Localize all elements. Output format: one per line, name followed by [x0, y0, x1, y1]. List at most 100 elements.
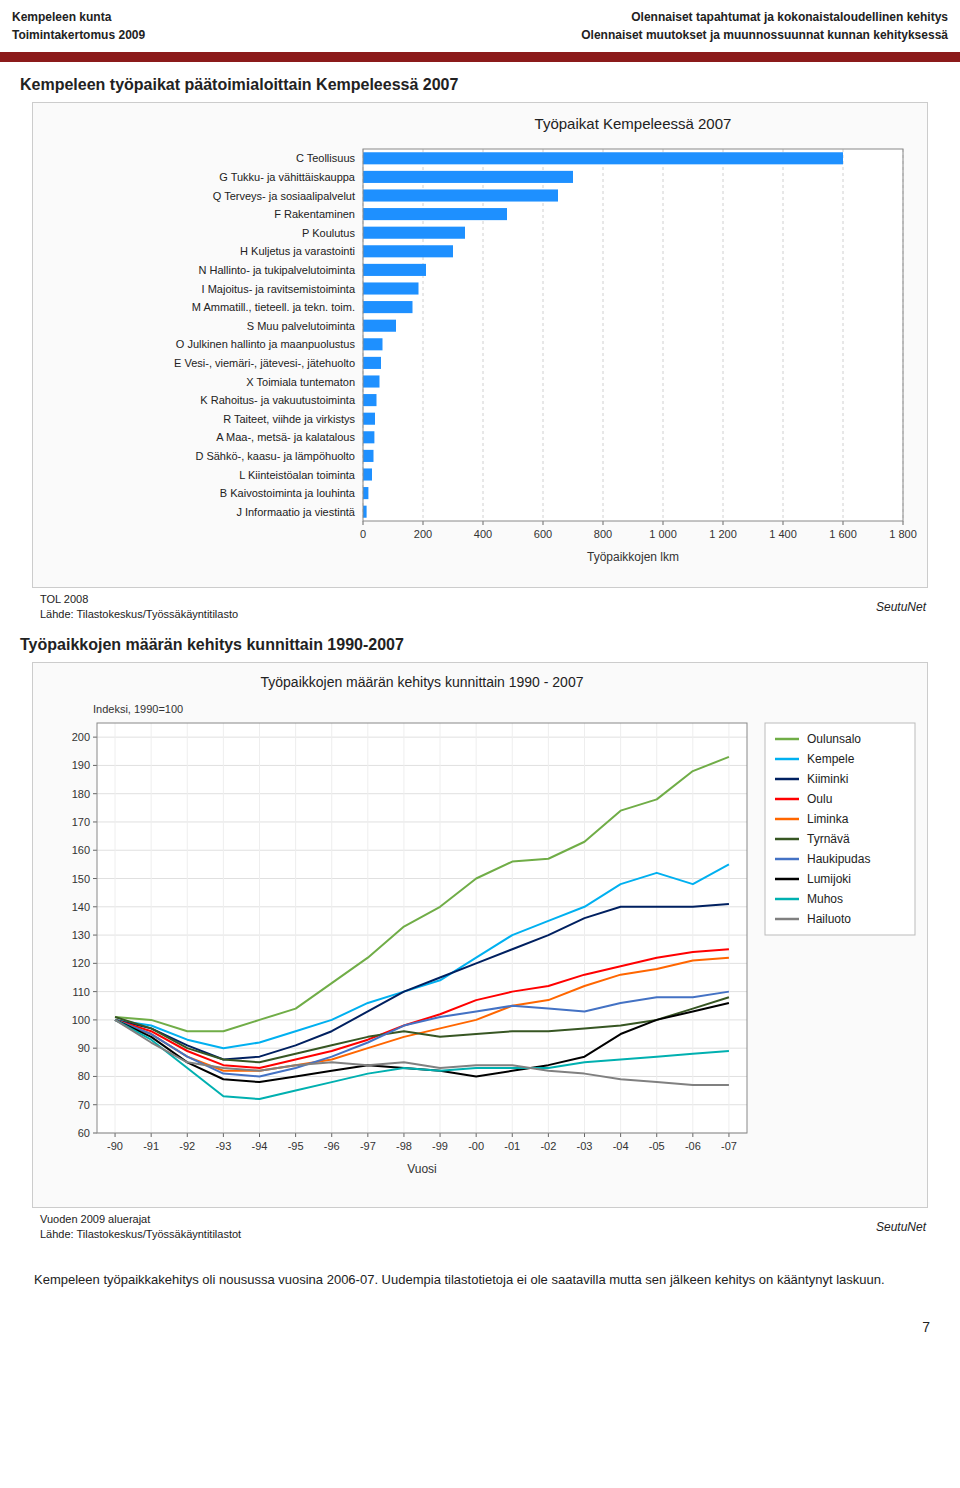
- grid-line: [97, 1076, 747, 1077]
- tick-mark: [476, 1133, 477, 1137]
- tick-label: 800: [594, 528, 612, 540]
- category-label: A Maa-, metsä- ja kalatalous: [216, 431, 355, 443]
- tick-mark: [93, 906, 97, 907]
- grid-line: [663, 149, 664, 521]
- series-line: [115, 997, 729, 1062]
- plot-background: [363, 149, 903, 521]
- legend-swatch: [775, 758, 799, 761]
- category-label: M Ammatill., tieteell. ja tekn. toim.: [192, 301, 355, 313]
- category-label: S Muu palvelutoiminta: [247, 320, 356, 332]
- plot-frame: [363, 149, 903, 521]
- tick-mark: [903, 521, 904, 525]
- tick-label: -90: [107, 1140, 123, 1152]
- category-label: F Rakentaminen: [274, 208, 355, 220]
- tick-label: 180: [72, 788, 90, 800]
- category-label: N Hallinto- ja tukipalvelutoiminta: [198, 264, 355, 276]
- tick-label: 140: [72, 901, 90, 913]
- header: Kempeleen kuntaToimintakertomus 2009 Olen…: [0, 0, 960, 52]
- tick-mark: [603, 521, 604, 525]
- tick-mark: [93, 878, 97, 879]
- page-number: 7: [0, 1319, 930, 1335]
- category-label: O Julkinen hallinto ja maanpuolustus: [176, 338, 356, 350]
- tick-label: -04: [613, 1140, 629, 1152]
- bar: [363, 171, 573, 183]
- category-label: J Informaatio ja viestintä: [236, 506, 355, 518]
- tick-label: 60: [78, 1127, 90, 1139]
- series-line: [115, 1020, 729, 1099]
- legend-swatch: [775, 818, 799, 821]
- tick-label: 160: [72, 844, 90, 856]
- note: Lähde: Tilastokeskus/Työssäkäyntitilasto: [40, 607, 238, 622]
- legend-entry: Oulunsalo: [807, 732, 861, 746]
- tick-label: -03: [577, 1140, 593, 1152]
- tick-label: -98: [396, 1140, 412, 1152]
- bar: [363, 301, 413, 313]
- notes-left: TOL 2008Lähde: Tilastokeskus/Työssäkäynt…: [40, 592, 238, 622]
- legend-swatch: [775, 838, 799, 841]
- tick-label: 1 000: [649, 528, 677, 540]
- grid-line: [97, 737, 747, 738]
- grid-line: [295, 723, 296, 1133]
- legend-entry: Oulu: [807, 792, 832, 806]
- tick-label: -05: [649, 1140, 665, 1152]
- legend-swatch: [775, 918, 799, 921]
- header-line: Olennaiset tapahtumat ja kokonaistaloude…: [581, 8, 948, 26]
- tick-mark: [93, 1019, 97, 1020]
- legend-swatch: [775, 898, 799, 901]
- tick-mark: [187, 1133, 188, 1137]
- legend-entry: Tyrnävä: [807, 832, 850, 846]
- plot-frame: [97, 723, 747, 1133]
- legend-swatch: [775, 738, 799, 741]
- tick-mark: [93, 737, 97, 738]
- legend-entry: Liminka: [807, 812, 849, 826]
- tick-label: -91: [143, 1140, 159, 1152]
- grid-line: [656, 723, 657, 1133]
- grid-line: [97, 821, 747, 822]
- tick-mark: [512, 1133, 513, 1137]
- tick-mark: [656, 1133, 657, 1137]
- tick-label: -00: [468, 1140, 484, 1152]
- section-title: Kempeleen työpaikat päätoimialoittain Ke…: [20, 76, 940, 94]
- category-label: C Teollisuus: [296, 152, 356, 164]
- header-left: Kempeleen kuntaToimintakertomus 2009: [12, 8, 145, 46]
- grid-line: [97, 935, 747, 936]
- axis-label: Työpaikkojen lkm: [587, 550, 679, 564]
- bar: [363, 468, 372, 480]
- grid-line: [97, 1104, 747, 1105]
- tick-mark: [93, 1076, 97, 1077]
- tick-label: -94: [252, 1140, 268, 1152]
- axis-label: Vuosi: [407, 1162, 437, 1176]
- axis-label: Indeksi, 1990=100: [93, 703, 183, 715]
- tick-mark: [483, 521, 484, 525]
- tick-mark: [93, 991, 97, 992]
- bar: [363, 264, 426, 276]
- bar: [363, 282, 419, 294]
- tick-label: 600: [534, 528, 552, 540]
- tick-label: 70: [78, 1099, 90, 1111]
- tick-label: 80: [78, 1070, 90, 1082]
- header-line: Olennaiset muutokset ja muunnossuunnat k…: [581, 26, 948, 44]
- category-label: H Kuljetus ja varastointi: [240, 245, 355, 257]
- tick-label: 0: [360, 528, 366, 540]
- tick-label: 200: [414, 528, 432, 540]
- series-line: [115, 958, 729, 1071]
- grid-line: [115, 723, 116, 1133]
- tick-label: -99: [432, 1140, 448, 1152]
- category-label: D Sähkö-, kaasu- ja lämpöhuolto: [195, 450, 355, 462]
- tick-mark: [367, 1133, 368, 1137]
- tick-mark: [259, 1133, 260, 1137]
- grid-line: [783, 149, 784, 521]
- category-label: E Vesi-, viemäri-, jätevesi-, jätehuolto: [174, 357, 355, 369]
- grid-line: [723, 149, 724, 521]
- grid-line: [692, 723, 693, 1133]
- grid-line: [187, 723, 188, 1133]
- tick-mark: [783, 521, 784, 525]
- tick-mark: [620, 1133, 621, 1137]
- bar: [363, 208, 507, 220]
- bar: [363, 338, 383, 350]
- bar: [363, 375, 380, 387]
- grid-line: [97, 878, 747, 879]
- grid-line: [151, 723, 152, 1133]
- bar: [363, 245, 453, 257]
- separator: [0, 52, 960, 62]
